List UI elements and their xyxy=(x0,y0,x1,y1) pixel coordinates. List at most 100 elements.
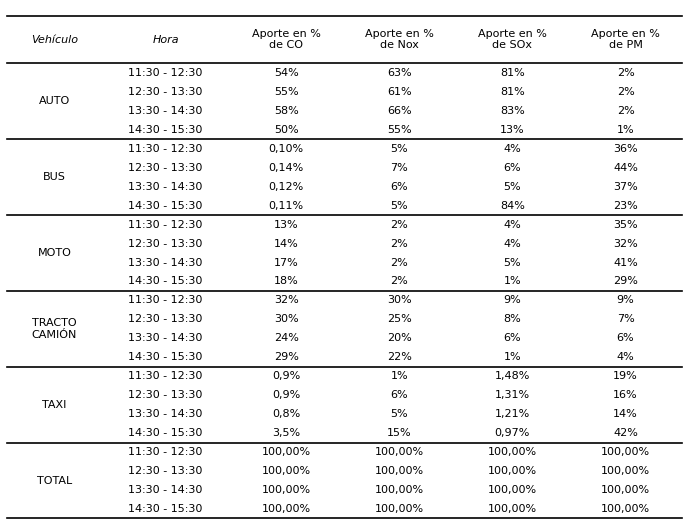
Text: 2%: 2% xyxy=(617,87,635,97)
Text: 15%: 15% xyxy=(387,428,411,438)
Text: 2%: 2% xyxy=(617,68,635,78)
Text: 1%: 1% xyxy=(504,277,521,287)
Text: 30%: 30% xyxy=(274,314,298,324)
Text: 54%: 54% xyxy=(274,68,298,78)
Text: 6%: 6% xyxy=(504,163,521,173)
Text: TOTAL: TOTAL xyxy=(37,476,72,486)
Text: 11:30 - 12:30: 11:30 - 12:30 xyxy=(128,220,203,230)
Text: 100,00%: 100,00% xyxy=(601,466,650,476)
Text: 61%: 61% xyxy=(387,87,411,97)
Text: 63%: 63% xyxy=(387,68,411,78)
Text: 100,00%: 100,00% xyxy=(262,504,311,514)
Text: Aporte en %
de PM: Aporte en % de PM xyxy=(591,29,660,50)
Text: 1%: 1% xyxy=(391,371,408,381)
Text: 55%: 55% xyxy=(274,87,298,97)
Text: 23%: 23% xyxy=(613,200,638,211)
Text: 2%: 2% xyxy=(391,277,408,287)
Text: 36%: 36% xyxy=(613,144,638,154)
Text: 13:30 - 14:30: 13:30 - 14:30 xyxy=(128,409,203,419)
Text: 100,00%: 100,00% xyxy=(488,504,537,514)
Text: 100,00%: 100,00% xyxy=(488,466,537,476)
Text: 11:30 - 12:30: 11:30 - 12:30 xyxy=(128,144,203,154)
Text: 32%: 32% xyxy=(613,239,638,249)
Text: 42%: 42% xyxy=(613,428,638,438)
Text: 0,9%: 0,9% xyxy=(272,371,300,381)
Text: 7%: 7% xyxy=(391,163,408,173)
Text: 6%: 6% xyxy=(391,181,408,191)
Text: 35%: 35% xyxy=(613,220,638,230)
Text: 13%: 13% xyxy=(500,125,525,135)
Text: 5%: 5% xyxy=(504,181,521,191)
Text: 20%: 20% xyxy=(387,333,411,343)
Text: 0,97%: 0,97% xyxy=(495,428,530,438)
Text: Aporte en %
de Nox: Aporte en % de Nox xyxy=(364,29,433,50)
Text: 13:30 - 14:30: 13:30 - 14:30 xyxy=(128,258,203,268)
Text: 55%: 55% xyxy=(387,125,411,135)
Text: 4%: 4% xyxy=(617,352,635,362)
Text: 5%: 5% xyxy=(504,258,521,268)
Text: 24%: 24% xyxy=(274,333,298,343)
Text: 2%: 2% xyxy=(617,106,635,116)
Text: 2%: 2% xyxy=(391,220,408,230)
Text: 13:30 - 14:30: 13:30 - 14:30 xyxy=(128,181,203,191)
Text: 12:30 - 13:30: 12:30 - 13:30 xyxy=(128,390,203,400)
Text: 58%: 58% xyxy=(274,106,298,116)
Text: 17%: 17% xyxy=(274,258,298,268)
Text: 0,11%: 0,11% xyxy=(269,200,304,211)
Text: AUTO: AUTO xyxy=(39,96,70,106)
Text: 100,00%: 100,00% xyxy=(262,466,311,476)
Text: 4%: 4% xyxy=(504,144,522,154)
Text: Aporte en %
de SOx: Aporte en % de SOx xyxy=(478,29,547,50)
Text: TRACTO
CAMIÓN: TRACTO CAMIÓN xyxy=(32,318,77,340)
Text: 13%: 13% xyxy=(274,220,298,230)
Text: 14:30 - 15:30: 14:30 - 15:30 xyxy=(128,504,203,514)
Text: 100,00%: 100,00% xyxy=(601,504,650,514)
Text: 100,00%: 100,00% xyxy=(375,447,424,457)
Text: 9%: 9% xyxy=(617,295,635,305)
Text: 6%: 6% xyxy=(617,333,635,343)
Text: 12:30 - 13:30: 12:30 - 13:30 xyxy=(128,163,203,173)
Text: Aporte en %
de CO: Aporte en % de CO xyxy=(251,29,320,50)
Text: 14%: 14% xyxy=(613,409,638,419)
Text: 11:30 - 12:30: 11:30 - 12:30 xyxy=(128,371,203,381)
Text: 5%: 5% xyxy=(391,144,408,154)
Text: 100,00%: 100,00% xyxy=(262,485,311,495)
Text: 6%: 6% xyxy=(504,333,521,343)
Text: 4%: 4% xyxy=(504,239,522,249)
Text: 14:30 - 15:30: 14:30 - 15:30 xyxy=(128,428,203,438)
Text: TAXI: TAXI xyxy=(42,400,67,409)
Text: 11:30 - 12:30: 11:30 - 12:30 xyxy=(128,447,203,457)
Text: 9%: 9% xyxy=(504,295,522,305)
Text: 0,12%: 0,12% xyxy=(269,181,304,191)
Text: 16%: 16% xyxy=(613,390,638,400)
Text: 12:30 - 13:30: 12:30 - 13:30 xyxy=(128,314,203,324)
Text: 32%: 32% xyxy=(274,295,298,305)
Text: 84%: 84% xyxy=(500,200,525,211)
Text: 5%: 5% xyxy=(391,409,408,419)
Text: 100,00%: 100,00% xyxy=(262,447,311,457)
Text: 11:30 - 12:30: 11:30 - 12:30 xyxy=(128,68,203,78)
Text: 1,48%: 1,48% xyxy=(495,371,530,381)
Text: MOTO: MOTO xyxy=(37,248,71,258)
Text: Vehículo: Vehículo xyxy=(31,35,78,44)
Text: 12:30 - 13:30: 12:30 - 13:30 xyxy=(128,87,203,97)
Text: 1%: 1% xyxy=(504,352,521,362)
Text: 100,00%: 100,00% xyxy=(601,485,650,495)
Text: 11:30 - 12:30: 11:30 - 12:30 xyxy=(128,295,203,305)
Text: BUS: BUS xyxy=(43,172,65,182)
Text: 14:30 - 15:30: 14:30 - 15:30 xyxy=(128,125,203,135)
Text: 37%: 37% xyxy=(613,181,638,191)
Text: 22%: 22% xyxy=(387,352,412,362)
Text: 100,00%: 100,00% xyxy=(375,485,424,495)
Text: 6%: 6% xyxy=(391,390,408,400)
Text: 14:30 - 15:30: 14:30 - 15:30 xyxy=(128,352,203,362)
Text: 81%: 81% xyxy=(500,87,525,97)
Text: 8%: 8% xyxy=(504,314,522,324)
Text: 83%: 83% xyxy=(500,106,525,116)
Text: 29%: 29% xyxy=(274,352,298,362)
Text: 19%: 19% xyxy=(613,371,638,381)
Text: 3,5%: 3,5% xyxy=(272,428,300,438)
Text: 13:30 - 14:30: 13:30 - 14:30 xyxy=(128,485,203,495)
Text: 0,9%: 0,9% xyxy=(272,390,300,400)
Text: 100,00%: 100,00% xyxy=(375,466,424,476)
